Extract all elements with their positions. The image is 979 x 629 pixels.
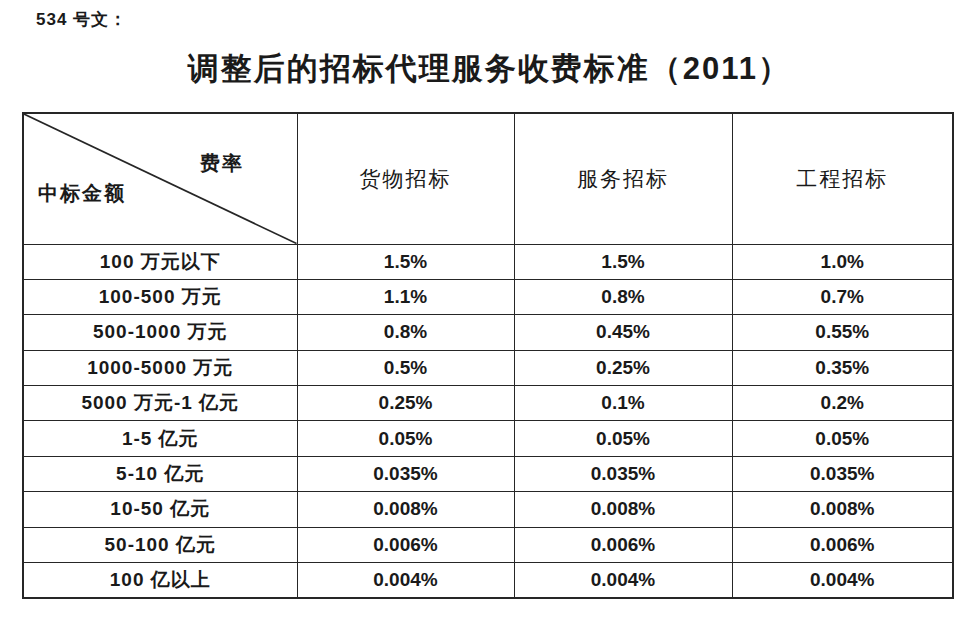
table-row: 500-1000 万元 0.8% 0.45% 0.55% <box>23 315 953 350</box>
table-row: 5-10 亿元 0.035% 0.035% 0.035% <box>23 456 953 491</box>
fee-rate-table: 费率 中标金额 货物招标 服务招标 工程招标 100 万元以下 1.5% 1.5… <box>22 112 954 599</box>
row-label: 1-5 亿元 <box>23 421 297 456</box>
rate-value: 0.006% <box>514 527 732 562</box>
rate-value: 0.004% <box>297 563 514 598</box>
row-label: 100 万元以下 <box>23 244 297 279</box>
rate-value: 0.25% <box>514 350 732 385</box>
document-number-label: 534 号文： <box>36 8 127 31</box>
table-row: 5000 万元-1 亿元 0.25% 0.1% 0.2% <box>23 386 953 421</box>
table-row: 1-5 亿元 0.05% 0.05% 0.05% <box>23 421 953 456</box>
rate-value: 1.5% <box>514 244 732 279</box>
rate-value: 0.25% <box>297 386 514 421</box>
rate-value: 0.008% <box>732 492 953 527</box>
rate-value: 0.45% <box>514 315 732 350</box>
rate-value: 0.006% <box>297 527 514 562</box>
rate-value: 0.006% <box>732 527 953 562</box>
table-header-row: 费率 中标金额 货物招标 服务招标 工程招标 <box>23 113 953 244</box>
rate-value: 0.1% <box>514 386 732 421</box>
table-row: 100 亿以上 0.004% 0.004% 0.004% <box>23 563 953 598</box>
rate-value: 0.008% <box>297 492 514 527</box>
rate-value: 1.1% <box>297 279 514 314</box>
row-label: 100-500 万元 <box>23 279 297 314</box>
diagonal-divider-line <box>24 114 297 244</box>
diagonal-corner-cell: 费率 中标金额 <box>23 113 297 244</box>
table-row: 50-100 亿元 0.006% 0.006% 0.006% <box>23 527 953 562</box>
rate-value: 1.5% <box>297 244 514 279</box>
table-row: 100-500 万元 1.1% 0.8% 0.7% <box>23 279 953 314</box>
rate-value: 0.035% <box>514 456 732 491</box>
column-header-goods: 货物招标 <box>297 113 514 244</box>
rate-value: 0.8% <box>514 279 732 314</box>
table-row: 1000-5000 万元 0.5% 0.25% 0.35% <box>23 350 953 385</box>
rate-value: 0.8% <box>297 315 514 350</box>
rate-value: 0.05% <box>732 421 953 456</box>
row-label: 100 亿以上 <box>23 563 297 598</box>
column-header-engineering: 工程招标 <box>732 113 953 244</box>
rate-value: 1.0% <box>732 244 953 279</box>
rate-value: 0.004% <box>732 563 953 598</box>
row-label: 5000 万元-1 亿元 <box>23 386 297 421</box>
table-row: 100 万元以下 1.5% 1.5% 1.0% <box>23 244 953 279</box>
rate-value: 0.004% <box>514 563 732 598</box>
rate-value: 0.05% <box>514 421 732 456</box>
rate-value: 0.035% <box>297 456 514 491</box>
row-label: 500-1000 万元 <box>23 315 297 350</box>
rate-value: 0.035% <box>732 456 953 491</box>
column-header-services: 服务招标 <box>514 113 732 244</box>
rate-value: 0.35% <box>732 350 953 385</box>
rate-value: 0.5% <box>297 350 514 385</box>
row-label: 1000-5000 万元 <box>23 350 297 385</box>
row-label: 5-10 亿元 <box>23 456 297 491</box>
rate-value: 0.05% <box>297 421 514 456</box>
rate-value: 0.55% <box>732 315 953 350</box>
page-title: 调整后的招标代理服务收费标准（2011） <box>0 48 979 90</box>
rate-value: 0.2% <box>732 386 953 421</box>
row-label: 10-50 亿元 <box>23 492 297 527</box>
rate-value: 0.7% <box>732 279 953 314</box>
rate-value: 0.008% <box>514 492 732 527</box>
corner-label-rate: 费率 <box>200 150 244 177</box>
table-row: 10-50 亿元 0.008% 0.008% 0.008% <box>23 492 953 527</box>
corner-label-amount: 中标金额 <box>38 180 126 207</box>
row-label: 50-100 亿元 <box>23 527 297 562</box>
